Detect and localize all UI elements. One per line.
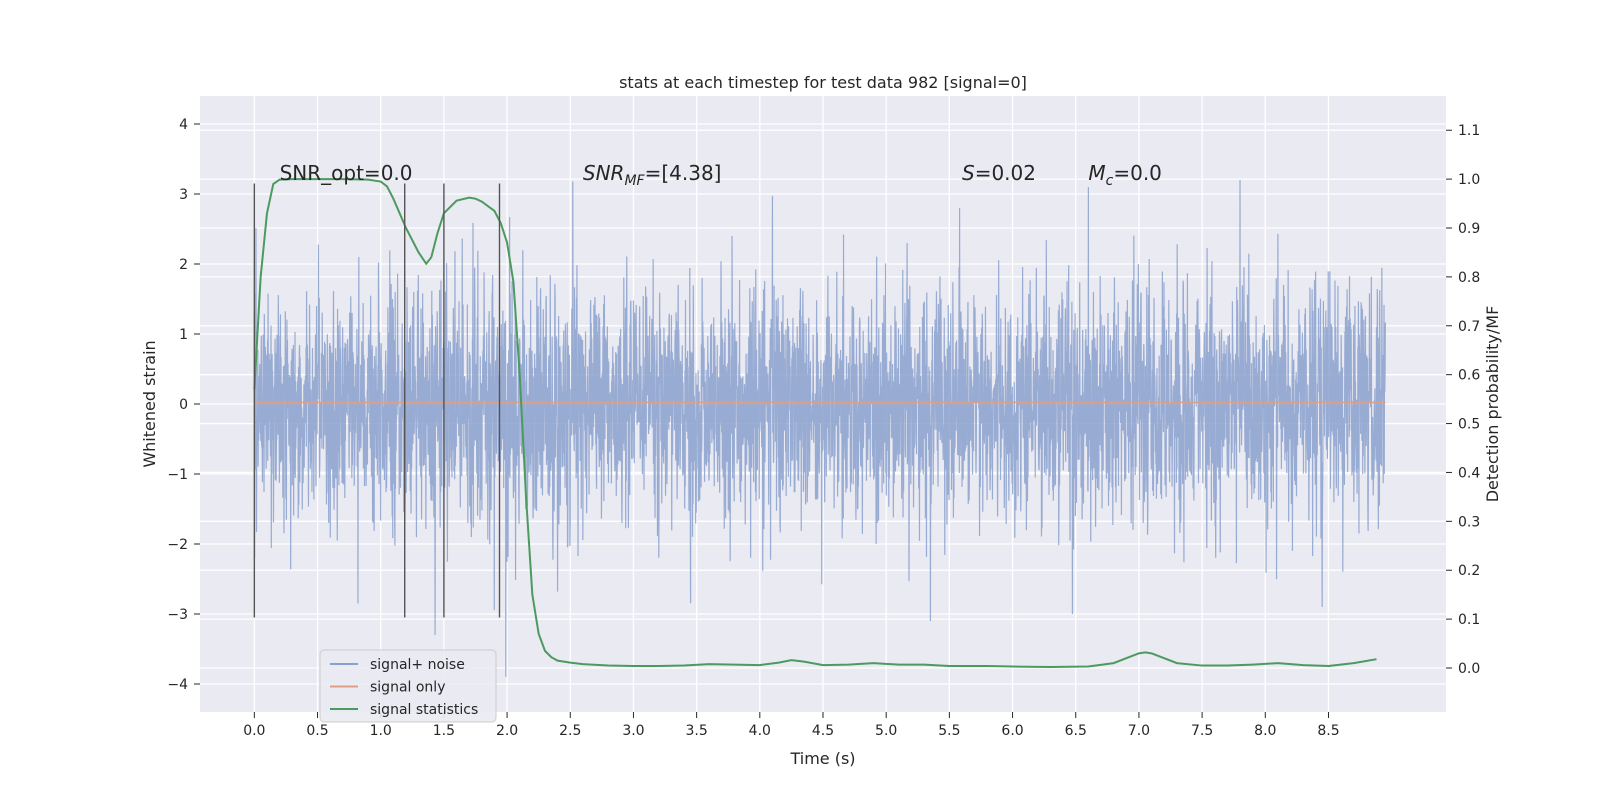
y-right-tick-label: 0.0 xyxy=(1458,661,1480,677)
x-tick-label: 3.0 xyxy=(622,723,644,739)
y-tick-label: 3 xyxy=(179,187,188,203)
x-tick-label: 8.0 xyxy=(1254,723,1276,739)
x-tick-label: 5.5 xyxy=(938,723,960,739)
y-axis-right: 1.1 1.0 0.9 0.8 0.7 0.6 0.5 0.4 0.3 0.2 0.1 0.0 xyxy=(1446,123,1480,677)
y-right-tick-label: 0.1 xyxy=(1458,612,1480,628)
y-right-tick-label: 0.6 xyxy=(1458,368,1480,384)
y-tick-label: −2 xyxy=(167,537,188,553)
y-right-tick-label: 0.4 xyxy=(1458,465,1480,481)
x-tick-label: 2.0 xyxy=(496,723,518,739)
chart-title: stats at each timestep for test data 982… xyxy=(619,73,1027,92)
x-tick-label: 2.5 xyxy=(559,723,581,739)
y-axis-right-title: Detection probability/MF xyxy=(1483,306,1502,503)
y-tick-label: 0 xyxy=(179,397,188,413)
y-tick-label: 2 xyxy=(179,257,188,273)
y-right-tick-label: 1.0 xyxy=(1458,172,1480,188)
annotation-text: SNR_opt=0.0 xyxy=(280,161,413,185)
x-tick-label: 6.5 xyxy=(1065,723,1087,739)
legend-label: signal only xyxy=(370,680,445,696)
x-tick-label: 0.0 xyxy=(243,723,265,739)
legend-label: signal+ noise xyxy=(370,657,465,673)
y-right-tick-label: 0.3 xyxy=(1458,514,1480,530)
legend-label: signal statistics xyxy=(370,702,478,718)
signal-statistics-line xyxy=(253,178,1377,669)
time-markers xyxy=(253,183,501,618)
y-axis-left: 4 3 2 1 0 −1 −2 −3 −4 xyxy=(167,117,200,693)
x-tick-label: 5.0 xyxy=(875,723,897,739)
x-tick-label: 7.5 xyxy=(1191,723,1213,739)
y-right-tick-label: 1.1 xyxy=(1458,123,1480,139)
x-axis-title: Time (s) xyxy=(789,749,855,768)
signal-noise-line xyxy=(253,179,1386,678)
y-right-tick-label: 0.7 xyxy=(1458,319,1480,335)
y-right-tick-label: 0.9 xyxy=(1458,221,1480,237)
y-right-tick-label: 0.5 xyxy=(1458,417,1480,433)
x-tick-label: 3.5 xyxy=(685,723,707,739)
x-tick-label: 6.0 xyxy=(1001,723,1023,739)
annotation-text: S=0.02 xyxy=(962,161,1036,185)
x-axis: 0.0 0.5 1.0 1.5 2.0 2.5 3.0 3.5 4.0 4.5 5.0 5.5 6.0 6… xyxy=(243,712,1340,739)
x-tick-label: 1.0 xyxy=(370,723,392,739)
legend-box xyxy=(319,649,497,723)
annotation-text: SNRMF=[4.38] xyxy=(583,161,722,189)
y-tick-label: 4 xyxy=(179,117,188,133)
y-right-tick-label: 0.2 xyxy=(1458,563,1480,579)
x-tick-label: 8.5 xyxy=(1317,723,1339,739)
y-tick-label: −1 xyxy=(167,467,188,483)
y-axis-title: Whitened strain xyxy=(140,340,159,467)
y-tick-label: 1 xyxy=(179,327,188,343)
annotations: SNR_opt=0.0 SNRMF=[4.38] S=0.02 Mc=0.0 xyxy=(280,161,1162,189)
x-tick-label: 1.5 xyxy=(433,723,455,739)
x-tick-label: 4.0 xyxy=(749,723,771,739)
y-tick-label: −4 xyxy=(167,677,188,693)
annotation-text: Mc=0.0 xyxy=(1088,161,1162,189)
noise-series xyxy=(253,179,1386,678)
x-tick-label: 0.5 xyxy=(306,723,328,739)
line-series xyxy=(253,178,1386,669)
y-tick-label: −3 xyxy=(167,607,188,623)
y-right-tick-label: 0.8 xyxy=(1458,270,1480,286)
x-tick-label: 4.5 xyxy=(812,723,834,739)
legend: signal+ noise signal only signal statistic… xyxy=(319,649,497,723)
x-tick-label: 7.0 xyxy=(1128,723,1150,739)
